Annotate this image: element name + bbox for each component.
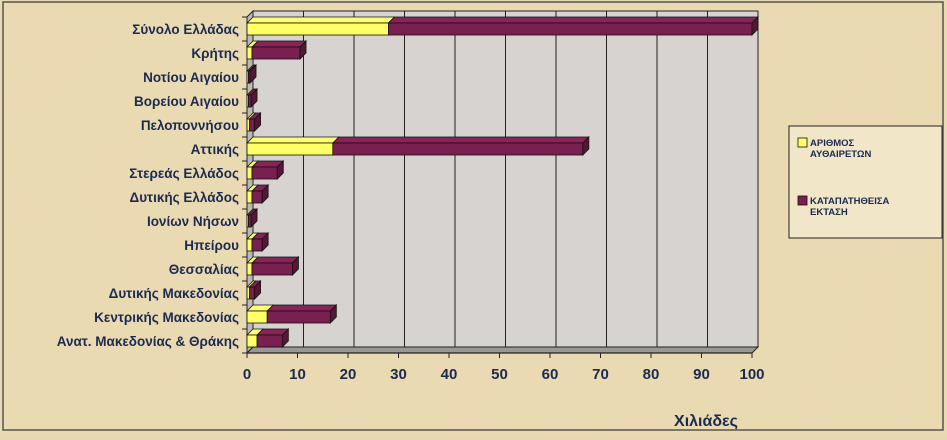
bar-area-12 [266, 304, 338, 324]
x-tick-label: 60 [542, 366, 559, 383]
category-label: Βορείου Αιγαίου [134, 94, 239, 109]
x-axis-label: Χιλιάδες [674, 413, 738, 430]
category-label: Δυτικής Ελλάδος [130, 190, 240, 205]
bar-area-2 [247, 64, 257, 84]
bar-area-0 [387, 16, 759, 36]
bar-area-11 [248, 280, 262, 300]
category-label: Κρήτης [191, 46, 239, 61]
legend-box [788, 125, 943, 239]
legend-swatch [797, 137, 808, 148]
category-label: Αττικής [191, 142, 239, 157]
x-tick-label: 70 [592, 366, 609, 383]
bar-area-7 [251, 184, 270, 204]
x-tick-label: 0 [243, 366, 251, 383]
category-label: Δυτικής Μακεδονίας [109, 286, 239, 301]
bar-area-1 [251, 40, 307, 60]
category-label: Νοτίου Αιγαίου [143, 70, 239, 85]
category-label: Πελοποννήσου [141, 118, 239, 133]
category-label: Θεσσαλίας [169, 262, 239, 277]
x-tick-label: 40 [441, 366, 458, 383]
x-tick-labels: 0 10 20 30 40 50 60 70 80 90 100 [243, 366, 765, 383]
chart-frame [2, 1, 944, 431]
bar-count-0 [246, 16, 396, 36]
plot-floor [245, 346, 760, 354]
category-label: Κεντρικής Μακεδονίας [94, 310, 239, 325]
x-tick-label: 20 [340, 366, 357, 383]
category-label: Ανατ. Μακεδονίας & Θράκης [57, 334, 239, 349]
bar-area-3 [247, 88, 259, 108]
bar-area-10 [251, 256, 300, 276]
bar-area-9 [251, 232, 270, 252]
bar-area-6 [251, 160, 285, 180]
category-label: Σύνολο Ελλάδας [132, 22, 239, 37]
legend-entry: ΑΡΙΘΜΟΣ ΑΥΘΑΙΡΕΤΩΝ [810, 138, 872, 160]
x-tick-label: 10 [289, 366, 306, 383]
legend-swatch [797, 195, 808, 206]
x-tick-label: 50 [491, 366, 508, 383]
bar-area-13 [256, 328, 290, 348]
plot-side-wall [246, 9, 254, 355]
legend-entry: ΚΑΤΑΠΑΤΗΘΕΙΣΑ ΕΚΤΑΣΗ [810, 196, 890, 218]
category-labels: Σύνολο Ελλάδας Κρήτης Νοτίου Αιγαίου Βορείο… [57, 22, 239, 349]
bar-area-5 [331, 136, 590, 156]
bar-area-8 [247, 208, 259, 228]
category-label: Στερεάς Ελλάδος [129, 166, 239, 181]
category-label: Ηπείρου [184, 238, 239, 253]
category-label: Ιονίων Νήσων [147, 214, 239, 229]
x-tick-label: 30 [390, 366, 407, 383]
x-tick-label: 90 [693, 366, 710, 383]
x-tick-label: 80 [643, 366, 660, 383]
bar-count-5 [246, 136, 340, 156]
x-tick-label: 100 [739, 366, 764, 383]
plot-area [242, 9, 760, 358]
legend: ΑΡΙΘΜΟΣ ΑΥΘΑΙΡΕΤΩΝ ΚΑΤΑΠΑΤΗΘΕΙΣΑ ΕΚΤΑΣΗ [788, 125, 943, 239]
bar-area-4 [248, 112, 262, 132]
